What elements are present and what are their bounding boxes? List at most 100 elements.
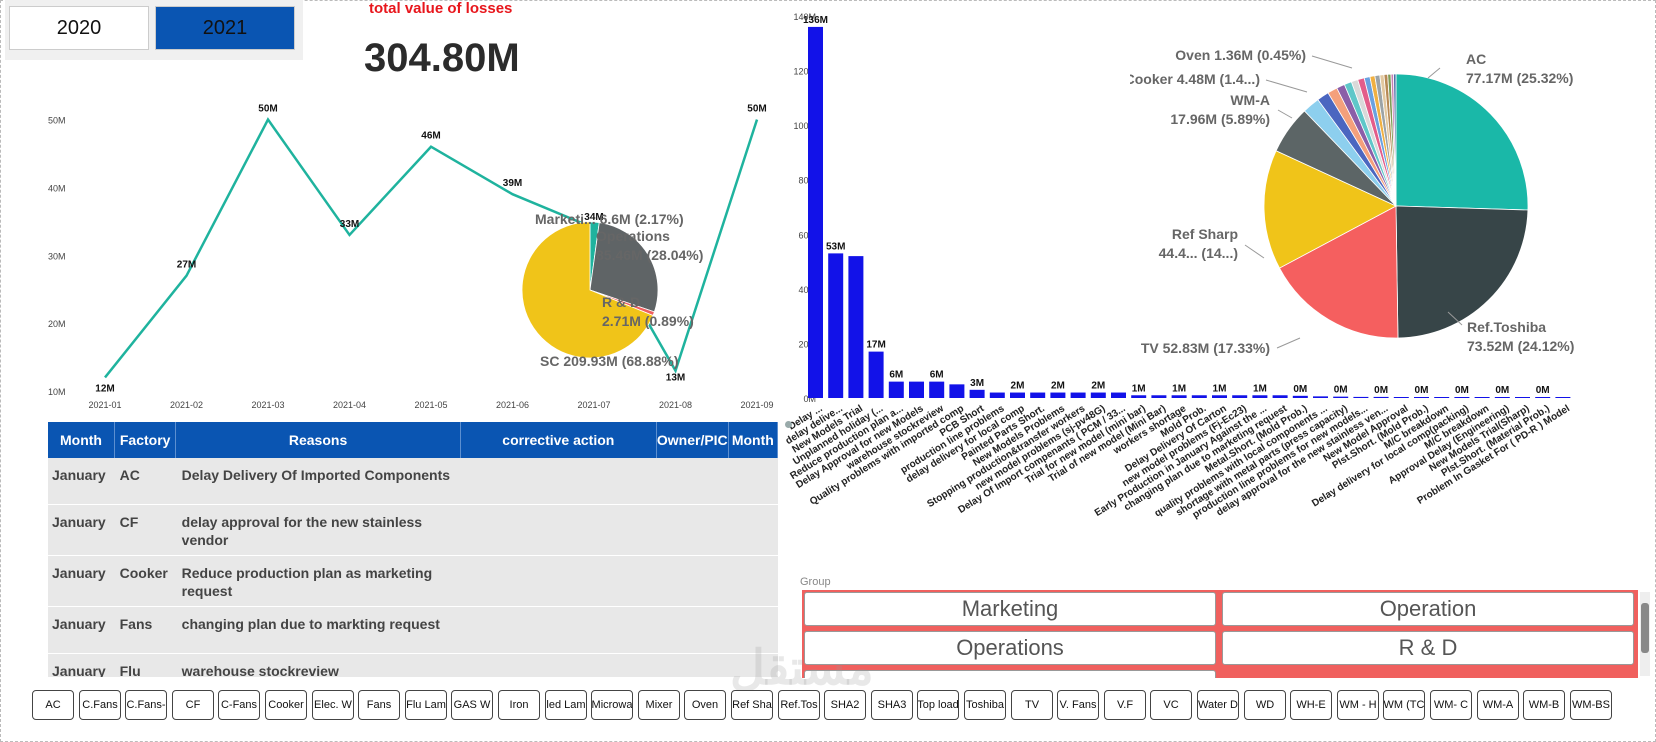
bar[interactable] xyxy=(1555,397,1571,398)
bar[interactable] xyxy=(1454,397,1470,398)
factory-button[interactable]: WM-A xyxy=(1477,690,1519,720)
header-month-2[interactable]: Month xyxy=(729,422,778,458)
factory-button[interactable]: Toshiba xyxy=(964,690,1006,720)
bar[interactable] xyxy=(1111,392,1126,398)
factory-button[interactable]: C-Fans xyxy=(218,690,260,720)
factory-button[interactable]: SHA3 xyxy=(871,690,913,720)
bar[interactable] xyxy=(848,256,864,398)
group-marketing-button[interactable]: Marketing xyxy=(804,592,1216,626)
bar[interactable] xyxy=(1353,396,1369,398)
bar[interactable] xyxy=(1393,397,1409,398)
bar[interactable] xyxy=(1434,397,1450,398)
factory-button[interactable]: V. Fans xyxy=(1057,690,1099,720)
factory-button[interactable]: VC xyxy=(1150,690,1192,720)
group-slicer-scroll-thumb[interactable] xyxy=(1641,603,1649,653)
bar[interactable] xyxy=(1171,395,1187,398)
factory-pie-slice[interactable] xyxy=(1278,205,1399,339)
bar[interactable] xyxy=(1212,395,1227,398)
bar[interactable] xyxy=(1010,392,1025,398)
bar[interactable] xyxy=(1414,397,1429,398)
factory-button[interactable]: Flu Lam xyxy=(405,690,447,720)
factory-button[interactable]: Cooker xyxy=(265,690,307,720)
bar[interactable] xyxy=(1535,397,1551,398)
bar[interactable] xyxy=(1272,395,1288,398)
bar[interactable] xyxy=(888,381,904,398)
factory-button[interactable]: WM-BS xyxy=(1570,690,1612,720)
year-2021-button[interactable]: 2021 xyxy=(155,6,295,50)
bar[interactable] xyxy=(909,381,924,398)
factory-button[interactable]: Elec. W xyxy=(312,690,354,720)
bar[interactable] xyxy=(808,26,823,399)
bar[interactable] xyxy=(1191,395,1207,398)
factory-button[interactable]: WH-E xyxy=(1290,690,1332,720)
factory-pie-leader xyxy=(1244,244,1265,259)
factory-button[interactable]: Top load xyxy=(917,690,959,720)
bar[interactable] xyxy=(989,392,1005,398)
group-pie-slice[interactable] xyxy=(589,222,659,313)
bar[interactable] xyxy=(949,384,965,398)
bar[interactable] xyxy=(1050,392,1066,398)
bar[interactable] xyxy=(1232,395,1248,398)
factory-button[interactable]: WM-B xyxy=(1523,690,1565,720)
bar[interactable] xyxy=(1252,395,1268,398)
bar[interactable] xyxy=(1515,397,1530,398)
factory-button[interactable]: Ref.Tos xyxy=(778,690,820,720)
bar[interactable] xyxy=(1070,392,1086,398)
factory-button[interactable]: Mixer xyxy=(638,690,680,720)
group-pie-slice[interactable] xyxy=(521,221,654,359)
factory-button[interactable]: C.Fans- xyxy=(125,690,167,720)
group-operation-button[interactable]: Operation xyxy=(1222,592,1634,626)
header-reasons[interactable]: Reasons xyxy=(176,422,461,458)
cell-month-2 xyxy=(728,505,778,555)
cell-factory: Flu xyxy=(119,663,141,677)
factory-button[interactable]: led Lam xyxy=(545,690,587,720)
factory-button[interactable]: GAS W xyxy=(451,690,493,720)
cell-owner xyxy=(660,556,728,606)
watermark-logo: مستقل xyxy=(730,642,874,695)
bar[interactable] xyxy=(1131,395,1147,398)
factory-pie-slice[interactable] xyxy=(1395,205,1529,339)
header-owner[interactable]: Owner/PIC xyxy=(657,422,729,458)
bar[interactable] xyxy=(969,389,985,398)
bar[interactable] xyxy=(1474,397,1490,398)
factory-button[interactable]: Microwa xyxy=(591,690,633,720)
bar[interactable] xyxy=(1090,392,1106,398)
bar-data-label: 6M xyxy=(930,370,944,381)
group-operations-button[interactable]: Operations xyxy=(804,631,1216,665)
factory-pie-label: AC xyxy=(1466,51,1486,67)
factory-pie-slice[interactable] xyxy=(1263,150,1397,269)
factory-button[interactable]: WM (TC xyxy=(1383,690,1425,720)
bar[interactable] xyxy=(1494,397,1510,398)
bar[interactable] xyxy=(1292,395,1308,398)
factory-pie-slice[interactable] xyxy=(1393,73,1397,207)
bar[interactable] xyxy=(1373,396,1389,398)
bar[interactable] xyxy=(868,351,884,398)
factory-button[interactable]: WM - H xyxy=(1337,690,1379,720)
bar[interactable] xyxy=(828,253,844,398)
factory-button[interactable]: TV xyxy=(1011,690,1053,720)
bar[interactable] xyxy=(929,381,945,398)
factory-button[interactable]: V.F xyxy=(1104,690,1146,720)
factory-button[interactable]: Fans xyxy=(358,690,400,720)
bar[interactable] xyxy=(1030,392,1046,398)
factory-button[interactable]: Water D xyxy=(1197,690,1239,720)
bar[interactable] xyxy=(1313,396,1328,398)
factory-pie-slice[interactable] xyxy=(1395,73,1529,211)
factory-button[interactable]: AC xyxy=(32,690,74,720)
group-sc-button[interactable]: SC xyxy=(804,670,1216,678)
header-corrective-action[interactable]: corrective action xyxy=(461,422,657,458)
bar[interactable] xyxy=(1151,395,1167,398)
factory-button[interactable]: WD xyxy=(1244,690,1286,720)
header-factory[interactable]: Factory xyxy=(115,422,177,458)
factory-button[interactable]: Ref Sha xyxy=(731,690,773,720)
factory-button[interactable]: SHA2 xyxy=(824,690,866,720)
factory-button[interactable]: C.Fans xyxy=(79,690,121,720)
group-rd-button[interactable]: R & D xyxy=(1222,631,1634,665)
factory-button[interactable]: CF xyxy=(172,690,214,720)
factory-button[interactable]: Iron xyxy=(498,690,540,720)
bar[interactable] xyxy=(1333,396,1349,398)
factory-button[interactable]: Oven xyxy=(684,690,726,720)
year-2020-button[interactable]: 2020 xyxy=(9,6,149,50)
factory-button[interactable]: WM- C xyxy=(1430,690,1472,720)
header-month[interactable]: Month xyxy=(48,422,115,458)
